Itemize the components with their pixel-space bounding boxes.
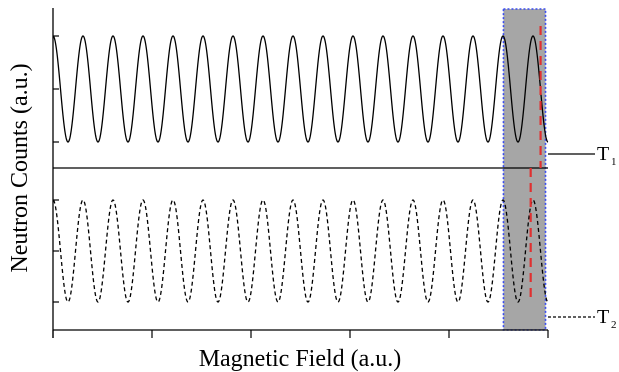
x-axis-label: Magnetic Field (a.u.): [199, 346, 402, 372]
marker-lines: [529, 26, 542, 302]
panel-labels: T 1T 2: [548, 143, 617, 331]
panel-label-subscript: 2: [611, 319, 617, 331]
panel-label-1: T: [597, 143, 609, 165]
highlight-region: [502, 8, 547, 331]
panel-label-subscript: 1: [611, 156, 617, 168]
curves: [52, 35, 549, 303]
panel-label-2: T: [597, 306, 609, 328]
series-line-2: [52, 199, 549, 303]
y-axis-label: Neutron Counts (a.u.): [7, 63, 33, 272]
axes: [52, 8, 549, 338]
series-line-1: [52, 35, 549, 143]
